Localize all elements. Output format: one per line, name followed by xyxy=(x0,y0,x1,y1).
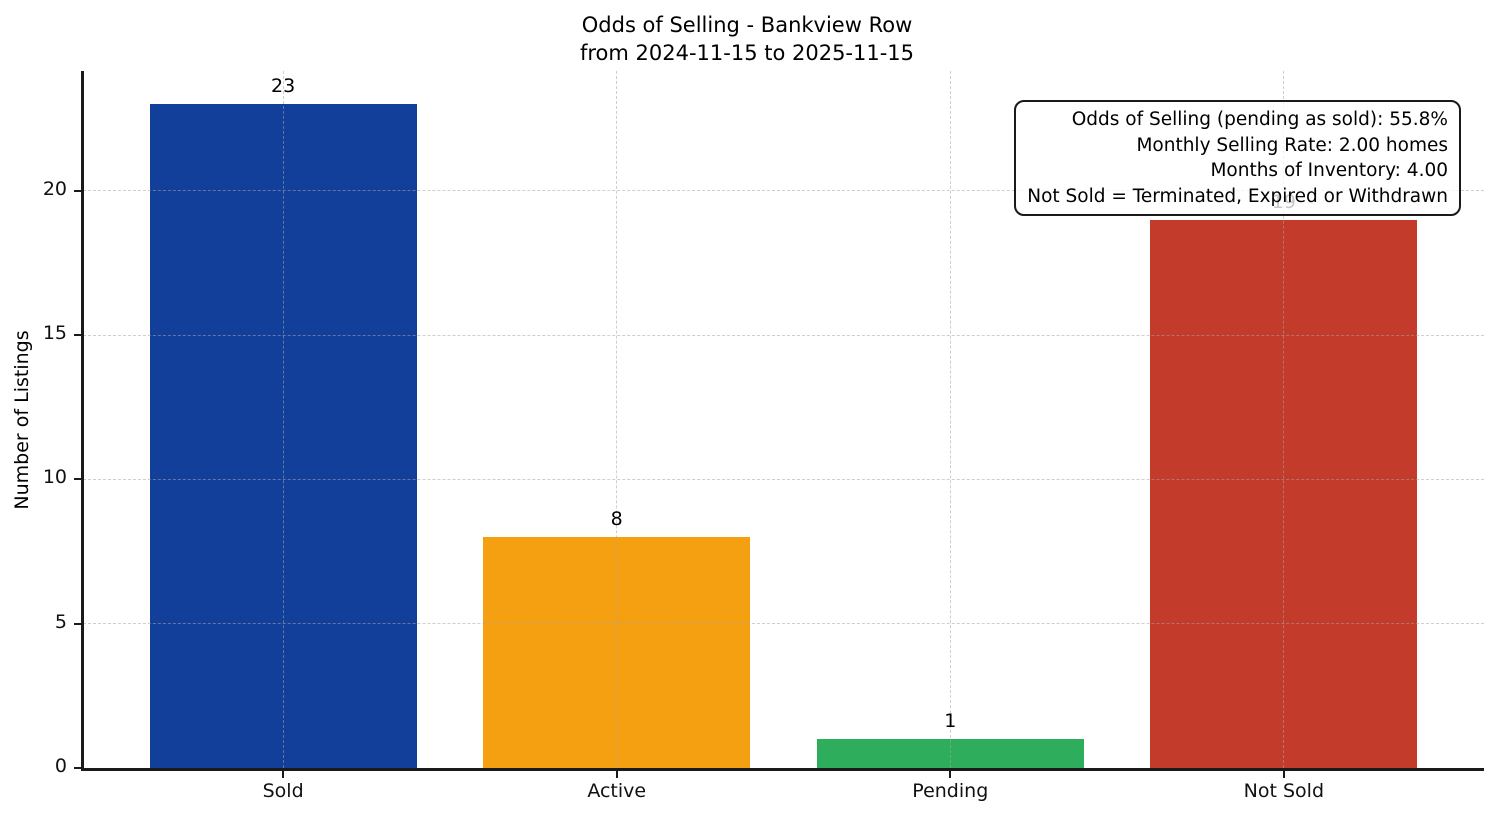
h-gridline xyxy=(83,334,1484,336)
x-tick-mark xyxy=(1282,771,1285,778)
v-gridline xyxy=(1283,71,1285,768)
y-tick-mark xyxy=(74,189,83,192)
chart-title: Odds of Selling - Bankview Row xyxy=(581,13,913,37)
y-tick-label: 5 xyxy=(54,610,67,633)
y-tick-mark xyxy=(74,478,83,481)
annotation-line-notsold-def: Not Sold = Terminated, Expired or Withdr… xyxy=(1027,185,1448,207)
bar-value-label: 23 xyxy=(271,75,296,98)
y-tick-mark xyxy=(74,622,83,625)
y-tick-label: 15 xyxy=(42,322,67,345)
x-tick-mark xyxy=(615,771,618,778)
annotation-line-odds: Odds of Selling (pending as sold): 55.8% xyxy=(1071,109,1448,130)
x-tick-mark xyxy=(949,771,952,778)
y-axis-label: Number of Listings xyxy=(11,330,33,510)
h-gridline xyxy=(83,478,1484,480)
v-gridline xyxy=(616,71,618,768)
x-tick-label: Pending xyxy=(912,780,989,802)
x-axis-spine xyxy=(81,768,1484,771)
x-tick-mark xyxy=(282,771,285,778)
annotation-box: Odds of Selling (pending as sold): 55.8%… xyxy=(1014,100,1461,216)
y-tick-label: 0 xyxy=(54,755,67,777)
y-tick-label: 20 xyxy=(42,177,67,200)
y-tick-mark xyxy=(74,334,83,337)
annotation-line-inventory: Months of Inventory: 4.00 xyxy=(1210,160,1448,181)
chart-title-block: Odds of Selling - Bankview Row from 2024… xyxy=(0,11,1494,67)
h-gridline xyxy=(83,623,1484,625)
bar-value-label: 1 xyxy=(944,710,957,733)
x-tick-label: Sold xyxy=(262,780,304,802)
y-axis-spine xyxy=(81,71,84,771)
annotation-line-monthly-rate: Monthly Selling Rate: 2.00 homes xyxy=(1136,134,1448,156)
h-gridline xyxy=(83,190,1484,192)
v-gridline xyxy=(282,71,284,768)
y-tick-mark xyxy=(74,767,83,769)
bar-value-label: 8 xyxy=(610,508,623,531)
v-gridline xyxy=(949,71,951,768)
x-tick-label: Active xyxy=(587,780,647,802)
chart-subtitle: from 2024-11-15 to 2025-11-15 xyxy=(579,41,915,65)
x-tick-label: Not Sold xyxy=(1243,780,1325,802)
y-tick-label: 10 xyxy=(42,466,67,489)
